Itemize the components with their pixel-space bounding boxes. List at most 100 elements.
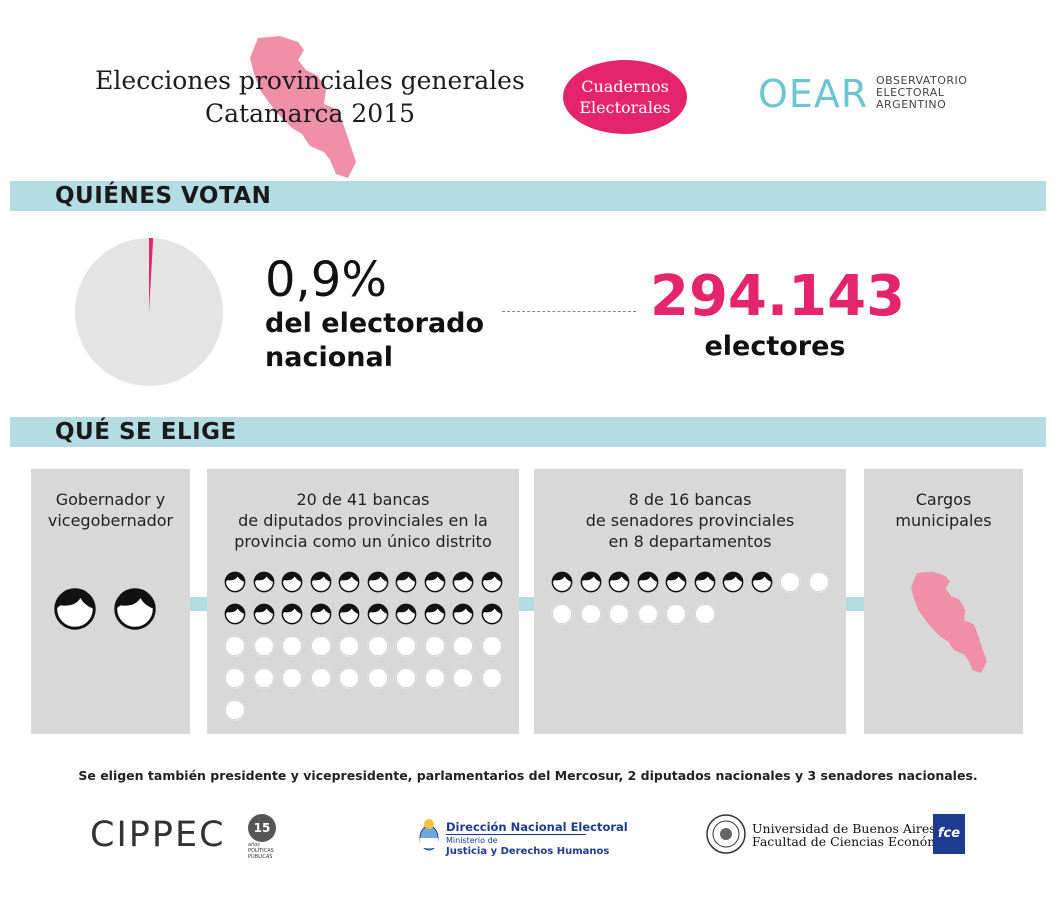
uba-line2: Facultad de Ciencias Económicas — [752, 834, 964, 849]
face-icon-elected — [722, 571, 744, 593]
dashed-divider — [502, 311, 636, 312]
face-icon-not-elected — [808, 571, 829, 593]
cippec-badge-sub: años — [248, 842, 260, 848]
argentina-emblem-icon — [419, 819, 439, 851]
pie-slice-catamarca — [149, 238, 154, 312]
oear-mark: OEAR — [758, 72, 869, 116]
electores-label: electores — [704, 331, 846, 362]
face-icon-not-elected — [481, 635, 502, 657]
face-icon-not-elected — [452, 667, 474, 689]
cippec-badge-number: 15 — [253, 821, 271, 835]
face-icon-not-elected — [281, 667, 303, 689]
face-icon-not-elected — [253, 635, 274, 657]
box-gobernador-line2: vicegobernador — [47, 511, 174, 530]
face-icon-elected — [310, 571, 331, 593]
face-icon-elected — [481, 603, 502, 625]
face-icon-not-elected — [424, 635, 445, 657]
face-icon-elected — [637, 571, 658, 593]
cippec-small2: PÚBLICAS — [248, 854, 273, 860]
percent-caption-line1: del electorado — [265, 308, 485, 339]
section-bar-quienes-votan — [10, 181, 1046, 211]
face-icon-elected — [424, 571, 445, 593]
face-icon-elected — [281, 603, 303, 625]
badge-line1: Cuadernos — [581, 77, 669, 96]
box-municipales-title: Cargos municipales — [864, 489, 1023, 531]
dne-title: Dirección Nacional Electoral — [446, 820, 628, 834]
face-icon-not-elected — [608, 603, 630, 625]
section-title-que-se-elige: QUÉ SE ELIGE — [55, 419, 237, 445]
box-senadores-line3: en 8 departamentos — [608, 532, 772, 551]
section-bar-que-se-elige — [10, 417, 1046, 447]
face-icon-elected — [224, 571, 246, 593]
box-diputados-line1: 20 de 41 bancas — [296, 490, 430, 509]
fce-logo: fce — [933, 814, 965, 854]
oear-logo: OEAR OBSERVATORIO ELECTORAL ARGENTINO — [758, 72, 988, 116]
box-municipales-line2: municipales — [895, 511, 992, 530]
box-senadores-line1: 8 de 16 bancas — [628, 490, 752, 509]
face-icon-elected — [395, 571, 417, 593]
box-municipales-line1: Cargos — [915, 490, 972, 509]
face-icon-elected — [367, 603, 388, 625]
section-title-quienes-votan: QUIÉNES VOTAN — [55, 183, 272, 209]
face-icon-elected — [395, 603, 417, 625]
box-senadores: 8 de 16 bancas de senadores provinciales… — [534, 469, 846, 734]
face-icon-not-elected — [395, 667, 417, 689]
face-icon-not-elected — [637, 603, 658, 625]
box-municipales: Cargos municipales — [864, 469, 1023, 734]
face-icon-elected — [580, 571, 601, 593]
box-diputados-title: 20 de 41 bancas de diputados provinciale… — [207, 489, 519, 552]
electorate-pie-chart — [75, 238, 223, 386]
electores-number: 294.143 — [650, 264, 906, 329]
face-icon-not-elected — [580, 603, 601, 625]
dne-subtitle2: Justicia y Derechos Humanos — [446, 846, 610, 857]
face-icon-not-elected — [694, 603, 715, 625]
face-icon-not-elected — [224, 699, 246, 721]
face-icon-elected — [224, 603, 246, 625]
face-icon-elected — [253, 603, 274, 625]
face-icon-not-elected — [367, 635, 388, 657]
footnote: Se eligen también presidente y vicepresi… — [78, 768, 978, 783]
title-line1: Elecciones provinciales generales — [95, 66, 525, 95]
uba-seal-icon — [706, 814, 746, 854]
face-icon-not-elected — [367, 667, 388, 689]
box-senadores-title: 8 de 16 bancas de senadores provinciales… — [534, 489, 846, 552]
uba-logo-text: Universidad de Buenos Aires Facultad de … — [752, 822, 964, 848]
box-diputados: 20 de 41 bancas de diputados provinciale… — [207, 469, 519, 734]
face-icon-elected — [424, 603, 445, 625]
senadores-faces — [551, 571, 841, 635]
oear-line3: ARGENTINO — [876, 98, 947, 111]
catamarca-map-icon — [911, 571, 987, 673]
face-icon-not-elected — [452, 635, 474, 657]
box-gobernador: Gobernador y vicegobernador — [31, 469, 190, 734]
face-icon-elected — [481, 571, 502, 593]
face-icon-not-elected — [338, 667, 360, 689]
oear-line1: OBSERVATORIO — [876, 74, 968, 87]
oear-subtitle: OBSERVATORIO ELECTORAL ARGENTINO — [876, 75, 967, 111]
face-icon-not-elected — [310, 667, 331, 689]
box-senadores-line2: de senadores provinciales — [585, 511, 795, 530]
face-icon-elected — [253, 571, 274, 593]
face-icon-elected — [54, 588, 96, 630]
box-diputados-line2: de diputados provinciales en la — [238, 511, 488, 530]
face-icon-not-elected — [281, 635, 303, 657]
face-icon-not-elected — [224, 667, 246, 689]
percent-caption: del electorado nacional — [265, 307, 484, 375]
box-gobernador-title: Gobernador y vicegobernador — [31, 489, 190, 531]
face-icon-not-elected — [310, 635, 331, 657]
face-icon-elected — [665, 571, 687, 593]
face-icon-elected — [114, 588, 156, 630]
face-icon-not-elected — [665, 603, 687, 625]
catamarca-map-icon — [250, 36, 356, 178]
box-diputados-line3: provincia como un único distrito — [234, 532, 492, 551]
face-icon-not-elected — [224, 635, 246, 657]
cippec-small1: POLÍTICAS — [248, 848, 274, 854]
uba-line1: Universidad de Buenos Aires — [752, 821, 936, 836]
face-icon-not-elected — [424, 667, 445, 689]
face-icon-not-elected — [779, 571, 801, 593]
box-gobernador-line1: Gobernador y — [55, 490, 166, 509]
face-icon-not-elected — [395, 635, 417, 657]
face-icon-not-elected — [481, 667, 502, 689]
face-icon-elected — [452, 603, 474, 625]
dne-subtitle1: Ministerio de — [446, 836, 498, 845]
face-icon-elected — [751, 571, 772, 593]
